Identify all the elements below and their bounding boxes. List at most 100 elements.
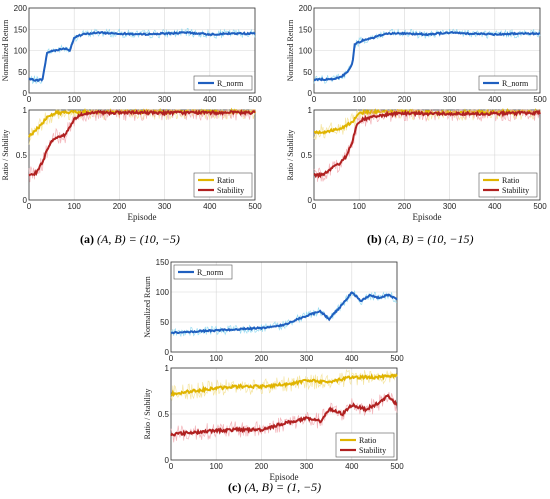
plot-frame: [28, 109, 256, 201]
y-tick-label: 50: [18, 68, 27, 77]
x-axis-label: Episode: [413, 212, 442, 222]
y-tick-label: 1: [23, 106, 28, 115]
x-axis-label: Episode: [128, 212, 157, 222]
series-raw-r_norm: [28, 28, 256, 85]
legend-label-ratio: Ratio: [359, 436, 376, 445]
y-tick-label: 0: [23, 89, 28, 98]
x-axis-label: Episode: [270, 472, 299, 482]
legend-label-r_norm: R_norm: [502, 79, 529, 88]
x-tick-label: 200: [255, 354, 269, 363]
y-tick-label: 100: [14, 47, 28, 56]
caption-b-letter: (b): [367, 232, 382, 246]
caption-a: (a) (A, B) = (10, −5): [80, 232, 180, 247]
x-tick-label: 200: [113, 95, 127, 104]
x-tick-label: 100: [353, 202, 367, 211]
chart-a-ratio: 0 100 200 300 400 500 0 0.5 1 Ratio / Stability Ep…: [1, 106, 262, 222]
caption-b-eq: (A, B) = (10, −15): [384, 232, 474, 246]
chart-a-return: 0 100 200 300 400 500 0 50 100 150 200 Normalized R…: [1, 4, 262, 104]
y-tick-label: 50: [160, 318, 169, 327]
y-tick-label: 200: [299, 4, 313, 13]
x-tick-label: 400: [345, 462, 359, 471]
x-tick-label: 200: [398, 95, 412, 104]
y-tick-label: 0: [308, 196, 313, 205]
x-tick-label: 200: [113, 202, 127, 211]
y-axis-label: Ratio / Stability: [286, 130, 295, 181]
x-tick-label: 300: [443, 95, 457, 104]
x-tick-label: 400: [345, 354, 359, 363]
y-tick-label: 50: [303, 68, 312, 77]
legend-label-ratio: Ratio: [217, 176, 234, 185]
series-line-stability: [170, 393, 398, 437]
x-tick-label: 100: [68, 202, 82, 211]
y-tick-label: 150: [299, 25, 313, 34]
x-tick-label: 300: [158, 202, 172, 211]
chart-b-return: 0 100 200 300 400 500 0 50 100 150 200 Normalized R…: [286, 4, 547, 104]
x-tick-label: 100: [210, 354, 224, 363]
y-tick-label: 0: [165, 456, 170, 465]
caption-b: (b) (A, B) = (10, −15): [367, 232, 474, 247]
legend-box: [335, 432, 395, 458]
y-tick-label: 100: [156, 288, 170, 297]
series-raw-r_norm: [170, 290, 398, 338]
x-tick-label: 100: [210, 462, 224, 471]
x-tick-label: 400: [203, 202, 217, 211]
x-tick-label: 500: [248, 202, 262, 211]
caption-c-letter: (c): [228, 480, 242, 494]
y-tick-label: 0: [308, 89, 313, 98]
plot-frame: [170, 367, 398, 461]
caption-a-eq: (A, B) = (10, −5): [97, 232, 180, 246]
plot-frame: [313, 7, 541, 94]
y-tick-label: 0: [23, 196, 28, 205]
x-tick-label: 500: [248, 95, 262, 104]
y-axis-label: Normalized Return: [1, 20, 10, 82]
legend-label-r_norm: R_norm: [197, 268, 224, 277]
y-tick-label: 0.5: [301, 151, 313, 160]
x-tick-label: 500: [390, 462, 404, 471]
x-tick-label: 0: [312, 95, 317, 104]
series-line-stability: [28, 108, 256, 177]
y-axis-label: Ratio / Stability: [143, 389, 152, 440]
legend-label-stability: Stability: [217, 186, 244, 195]
legend-label-stability: Stability: [359, 446, 386, 455]
legend-box: [173, 264, 233, 280]
series-raw-ratio: [170, 368, 398, 401]
x-tick-label: 400: [488, 95, 502, 104]
x-tick-label: 500: [390, 354, 404, 363]
series-line-r_norm: [28, 30, 256, 83]
x-tick-label: 500: [533, 202, 547, 211]
caption-a-letter: (a): [80, 232, 94, 246]
x-tick-label: 300: [158, 95, 172, 104]
series-raw-stability: [313, 108, 541, 182]
y-tick-label: 0: [165, 348, 170, 357]
x-tick-label: 100: [68, 95, 82, 104]
x-tick-label: 0: [27, 95, 32, 104]
x-tick-label: 300: [300, 354, 314, 363]
legend-label-r_norm: R_norm: [217, 79, 244, 88]
plot-frame: [313, 109, 541, 201]
legend-box: [193, 172, 253, 198]
series-raw-stability: [28, 108, 255, 183]
y-tick-label: 200: [14, 4, 28, 13]
y-tick-label: 1: [165, 364, 170, 373]
y-tick-label: 150: [14, 25, 28, 34]
chart-b-ratio: 0 100 200 300 400 500 0 0.5 1 Ratio / Stability Ep…: [286, 106, 547, 222]
legend-box: [478, 75, 538, 91]
legend-label-stability: Stability: [502, 186, 529, 195]
y-tick-label: 0.5: [16, 151, 28, 160]
legend-label-ratio: Ratio: [502, 176, 519, 185]
x-tick-label: 100: [353, 95, 367, 104]
x-tick-label: 200: [255, 462, 269, 471]
y-tick-label: 150: [156, 258, 170, 267]
x-tick-label: 0: [169, 462, 174, 471]
series-raw-r_norm: [313, 28, 541, 84]
caption-c: (c) (A, B) = (1, −5): [228, 480, 321, 495]
chart-c-return: 0 100 200 300 400 500 0 50 100 150 Normalized Retu…: [143, 258, 404, 363]
series-line-ratio: [170, 373, 398, 398]
y-axis-label: Ratio / Stability: [1, 130, 10, 181]
x-tick-label: 0: [27, 202, 32, 211]
plot-frame: [28, 7, 256, 94]
x-tick-label: 400: [203, 95, 217, 104]
legend: R_norm: [193, 75, 253, 91]
